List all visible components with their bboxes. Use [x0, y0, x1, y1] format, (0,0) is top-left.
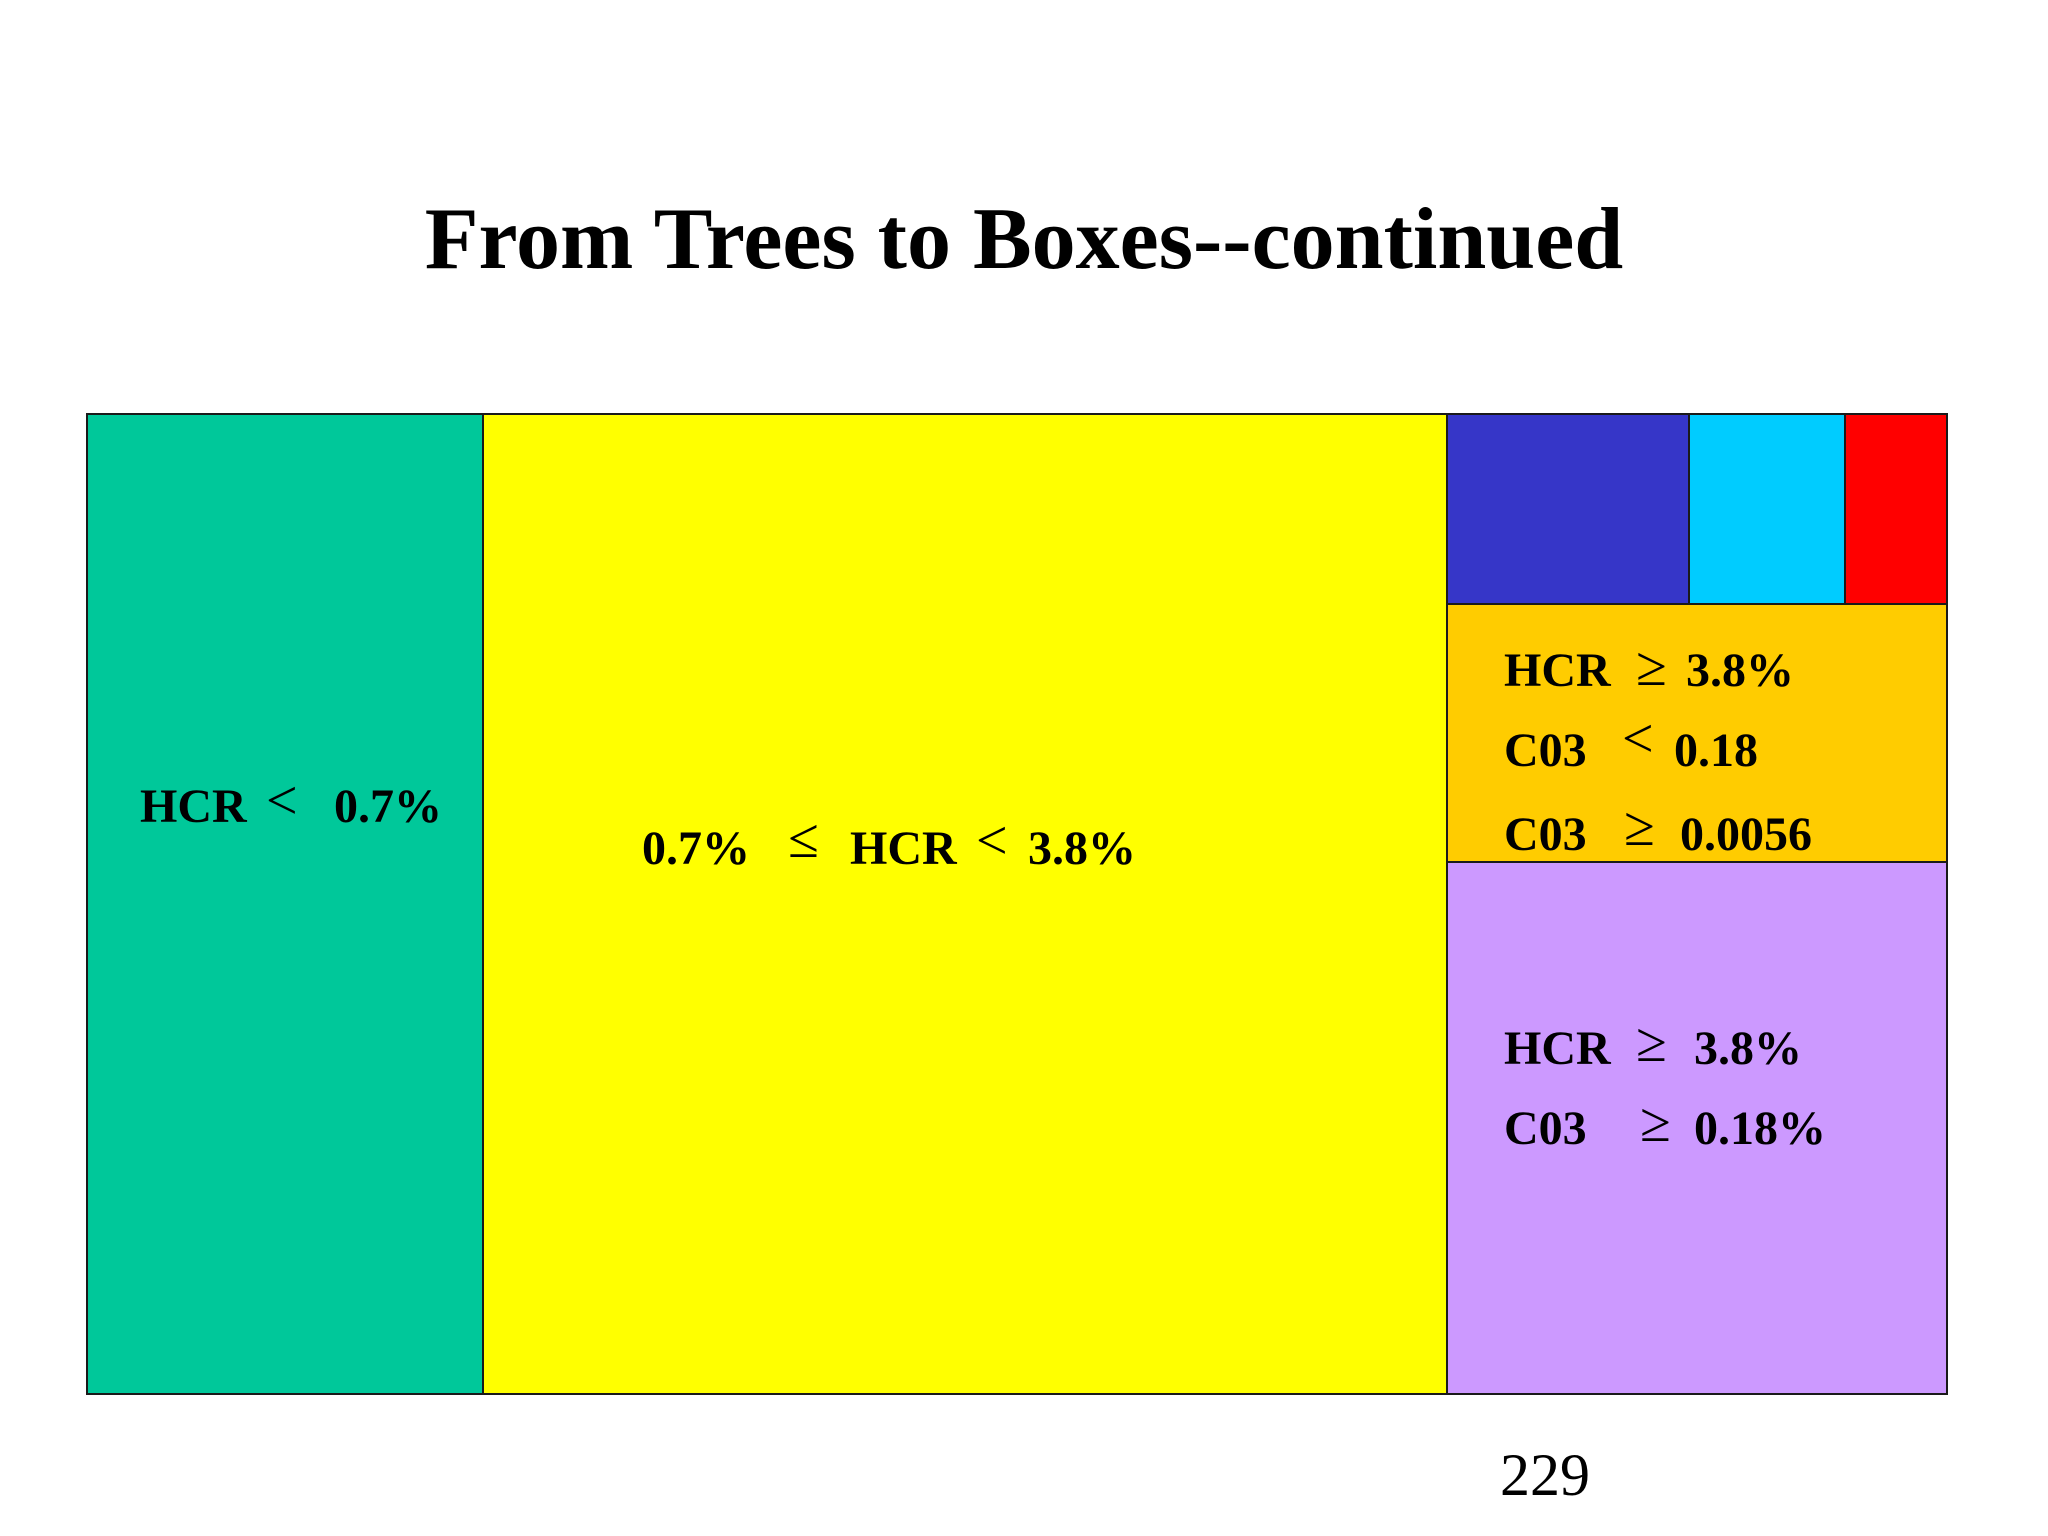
box-hcr-high-c03-low: HCR ≥ 3.8% C03 < 0.18 C03 ≥ 0.0056 — [1446, 603, 1948, 863]
box-small-red — [1844, 413, 1948, 605]
box-small-blue — [1446, 413, 1690, 605]
c03-threshold: 0.18% — [1694, 1102, 1826, 1155]
c03-lower-threshold: 0.0056 — [1680, 808, 1812, 861]
page-number: 229 — [1500, 1442, 1590, 1508]
greater-equal-symbol: ≥ — [1636, 1012, 1667, 1074]
hcr-label: HCR — [140, 780, 247, 833]
upper-bound-value: 3.8% — [1028, 822, 1136, 875]
less-than-symbol: < — [976, 810, 1008, 872]
greater-equal-symbol: ≥ — [1624, 796, 1655, 858]
c03-label: C03 — [1504, 808, 1587, 861]
c03-upper-threshold: 0.18 — [1674, 724, 1758, 777]
box-small-cyan — [1688, 413, 1846, 605]
hcr-label: HCR — [1504, 1022, 1611, 1075]
box-hcr-between: 0.7% ≤ HCR < 3.8% — [482, 413, 1448, 1395]
box-hcr-below-0-7: HCR < 0.7% — [86, 413, 484, 1395]
less-than-symbol: < — [266, 770, 298, 832]
hcr-threshold: 3.8% — [1694, 1022, 1802, 1075]
lower-bound-value: 0.7% — [642, 822, 750, 875]
less-than-symbol: < — [1622, 708, 1654, 770]
hcr-label: HCR — [1504, 644, 1611, 697]
greater-equal-symbol: ≥ — [1640, 1092, 1671, 1154]
c03-label: C03 — [1504, 724, 1587, 777]
slide-title: From Trees to Boxes--continued — [424, 191, 1624, 288]
hcr-threshold: 3.8% — [1686, 644, 1794, 697]
threshold-value: 0.7% — [334, 780, 442, 833]
hcr-label: HCR — [850, 822, 957, 875]
box-hcr-high-c03-high: HCR ≥ 3.8% C03 ≥ 0.18% — [1446, 861, 1948, 1395]
greater-equal-symbol: ≥ — [1636, 636, 1667, 698]
less-equal-symbol: ≤ — [788, 808, 819, 870]
c03-label: C03 — [1504, 1102, 1587, 1155]
